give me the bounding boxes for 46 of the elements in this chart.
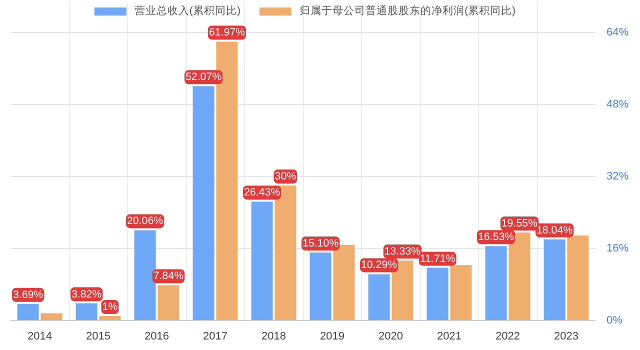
data-label: 13.33%	[384, 246, 422, 258]
data-label: 52.07%	[185, 71, 222, 84]
data-label: 20.06%	[126, 215, 164, 228]
data-label: 26.43%	[244, 186, 281, 199]
data-label: 3.69%	[12, 288, 44, 301]
y-tick-label: 32%	[606, 170, 629, 182]
bar	[40, 313, 62, 320]
y-tick-label: 48%	[606, 98, 629, 110]
bar	[368, 274, 390, 320]
data-label: 1%	[102, 301, 118, 313]
x-tick-label: 2018	[262, 330, 286, 342]
bar	[544, 239, 566, 320]
bar	[485, 246, 507, 320]
data-label: 61.97%	[208, 26, 246, 39]
bar	[251, 202, 273, 320]
y-tick-label: 64%	[606, 26, 629, 38]
data-label: 7.84%	[153, 270, 184, 282]
x-tick-label: 2016	[144, 330, 169, 342]
bar	[310, 252, 332, 320]
x-tick-label: 2022	[496, 330, 520, 342]
x-tick-label: 2023	[554, 330, 578, 342]
bar	[426, 268, 448, 320]
x-tick-label: 2015	[86, 330, 110, 342]
x-tick-label: 2014	[28, 330, 52, 342]
bar	[192, 86, 214, 320]
x-tick-label: 2019	[320, 330, 344, 342]
x-tick-label: 2021	[437, 330, 462, 342]
x-tick-label: 2020	[378, 330, 403, 342]
data-label: 11.71%	[420, 252, 456, 265]
data-label: 15.10%	[302, 238, 340, 250]
bar	[76, 303, 98, 320]
data-label: 30%	[274, 170, 297, 182]
data-label: 10.29%	[360, 259, 398, 272]
y-tick-label: 0%	[606, 314, 623, 326]
bar	[158, 285, 180, 320]
legend-label: 归属于母公司普通股股东的净利润(累积同比)	[300, 4, 516, 18]
data-label: 3.82%	[71, 288, 102, 300]
data-label: 18.04%	[536, 224, 574, 236]
bar	[17, 304, 39, 320]
data-label: 19.55%	[501, 218, 538, 230]
bar	[450, 265, 472, 320]
data-label: 16.53%	[478, 231, 515, 244]
x-tick-label: 2017	[203, 330, 228, 342]
legend-label: 营业总收入(累积同比)	[134, 4, 240, 18]
bar	[567, 235, 589, 320]
y-tick-label: 16%	[606, 242, 629, 254]
